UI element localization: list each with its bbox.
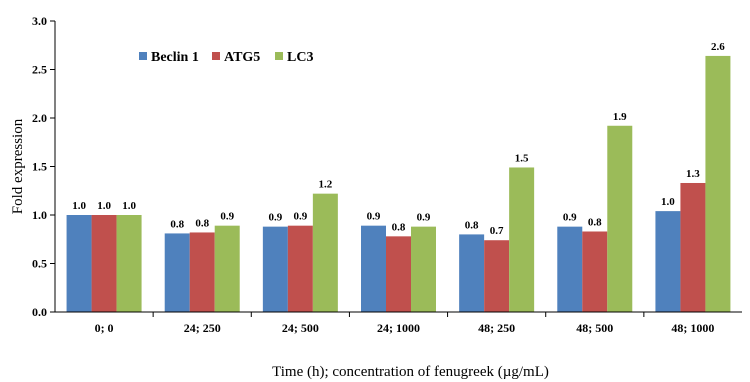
x-category-label: 24; 1000 xyxy=(377,321,420,335)
data-label: 0.9 xyxy=(268,212,282,224)
data-label: 1.0 xyxy=(122,200,136,212)
data-label: 0.9 xyxy=(563,212,577,224)
data-label: 2.6 xyxy=(711,41,725,53)
data-label: 0.8 xyxy=(465,219,479,231)
bar-lc3 xyxy=(705,55,731,313)
y-axis-title: Fold expression xyxy=(10,118,26,214)
y-tick-label: 3.0 xyxy=(32,14,47,28)
data-label: 1.0 xyxy=(661,196,675,208)
legend-label: ATG5 xyxy=(224,50,260,65)
legend-swatch xyxy=(139,52,147,60)
data-label: 0.8 xyxy=(588,216,602,228)
y-tick-label: 0.0 xyxy=(32,305,47,319)
bar-beclin-1 xyxy=(459,234,485,312)
data-label: 0.8 xyxy=(392,221,406,233)
data-label: 1.2 xyxy=(318,179,332,191)
bar-atg5 xyxy=(680,182,706,312)
data-label: 0.9 xyxy=(293,211,307,223)
y-axis-ticks: 0.0 0.5 1.0 1.5 2.0 2.5 3.0 xyxy=(32,14,55,319)
legend-swatch xyxy=(275,52,283,60)
x-category-label: 48; 500 xyxy=(576,321,613,335)
bar-lc3 xyxy=(312,193,338,312)
data-label: 0.8 xyxy=(195,217,209,229)
bar-beclin-1 xyxy=(557,226,583,312)
bar-beclin-1 xyxy=(66,215,92,312)
data-label: 0.9 xyxy=(220,211,234,223)
bar-atg5 xyxy=(386,236,411,312)
legend-swatch xyxy=(212,52,220,60)
bar-lc3 xyxy=(214,225,240,312)
x-category-label: 48; 1000 xyxy=(671,321,714,335)
bar-lc3 xyxy=(116,215,142,312)
y-tick-label: 0.5 xyxy=(32,257,47,271)
y-tick-label: 1.5 xyxy=(32,160,47,174)
bar-lc3 xyxy=(509,167,535,312)
y-tick-label: 1.0 xyxy=(32,208,47,222)
x-category-label: 48; 250 xyxy=(478,321,515,335)
data-label: 0.8 xyxy=(170,218,184,230)
data-labels: 1.0 1.0 1.0 0.8 0.8 0.9 0.9 0.9 1.2 0.9 0.8 0.9 0.8 0… xyxy=(72,41,725,237)
y-tick-label: 2.0 xyxy=(32,111,47,125)
data-label: 1.0 xyxy=(72,200,86,212)
x-category-label: 0; 0 xyxy=(95,321,114,335)
bar-beclin-1 xyxy=(262,226,288,312)
data-label: 1.5 xyxy=(515,152,529,164)
data-label: 1.3 xyxy=(686,168,700,180)
x-category-label: 24; 250 xyxy=(184,321,221,335)
bar-beclin-1 xyxy=(655,211,681,312)
bar-atg5 xyxy=(484,240,510,312)
x-axis-categories: 0; 0 24; 250 24; 500 24; 1000 48; 250 48; 500… xyxy=(95,312,714,335)
data-label: 0.9 xyxy=(367,211,381,223)
bar-atg5 xyxy=(91,215,117,312)
data-label: 1.0 xyxy=(97,200,111,212)
bars xyxy=(66,55,731,313)
bar-beclin-1 xyxy=(164,233,190,312)
data-label: 1.9 xyxy=(613,111,627,123)
legend: Beclin 1 ATG5 LC3 xyxy=(139,50,313,65)
x-category-label: 24; 500 xyxy=(282,321,319,335)
legend-label: Beclin 1 xyxy=(151,50,199,65)
bar-atg5 xyxy=(189,232,215,312)
legend-label: LC3 xyxy=(287,50,313,65)
bar-lc3 xyxy=(607,125,633,312)
y-tick-label: 2.5 xyxy=(32,63,47,77)
bar-beclin-1 xyxy=(361,225,386,312)
data-label: 0.9 xyxy=(417,212,431,224)
bar-lc3 xyxy=(411,226,436,312)
bar-atg5 xyxy=(582,231,608,312)
x-axis-title: Time (h); concentration of fenugreek (µg… xyxy=(272,364,549,380)
data-label: 0.7 xyxy=(490,225,504,237)
bar-atg5 xyxy=(287,225,313,312)
